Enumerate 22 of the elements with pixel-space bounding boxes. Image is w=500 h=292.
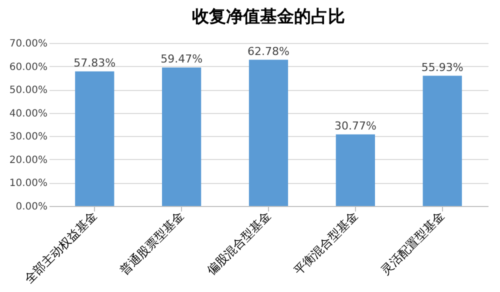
bar xyxy=(422,76,462,206)
chart-title: 收复净值基金的占比 xyxy=(192,7,345,27)
data-label: 59.47% xyxy=(160,52,203,66)
y-tick-label: 30.00% xyxy=(9,132,48,143)
data-label: 62.78% xyxy=(248,44,290,58)
bar xyxy=(75,71,114,206)
x-tick-label: 偏股混合型基金 xyxy=(204,208,274,278)
y-tick-label: 10.00% xyxy=(9,178,48,190)
y-tick-label: 50.00% xyxy=(9,85,48,96)
data-label: 55.93% xyxy=(421,60,464,74)
x-tick-label: 灵活配置型基金 xyxy=(378,208,448,278)
x-tick-label: 平衡混合型基金 xyxy=(291,208,360,278)
y-tick-label: 40.00% xyxy=(9,108,48,120)
data-label: 57.83% xyxy=(74,56,116,70)
y-tick-label: 60.00% xyxy=(9,62,48,73)
y-tick-label: 70.00% xyxy=(9,38,48,50)
bar xyxy=(336,134,375,206)
bar xyxy=(248,60,288,206)
y-tick-label: 20.00% xyxy=(9,154,48,166)
data-label: 30.77% xyxy=(334,119,376,132)
bar xyxy=(162,68,202,206)
x-tick-label: 普通股票型基金 xyxy=(117,208,187,278)
